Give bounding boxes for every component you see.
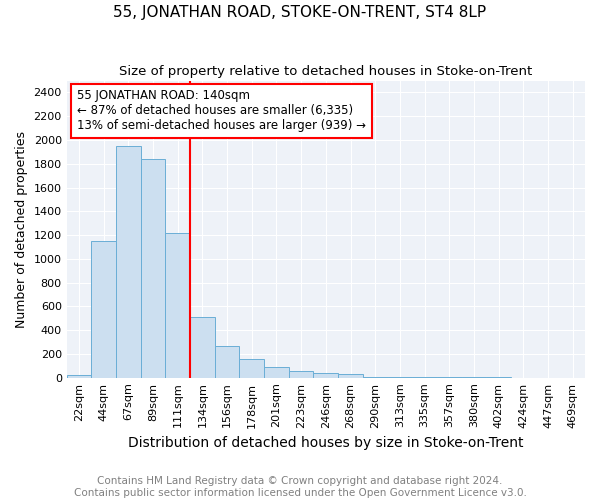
Bar: [239, 360, 264, 378]
Text: 55, JONATHAN ROAD, STOKE-ON-TRENT, ST4 8LP: 55, JONATHAN ROAD, STOKE-ON-TRENT, ST4 8…: [113, 5, 487, 20]
Bar: [67, 374, 91, 378]
Bar: [215, 346, 239, 378]
Bar: [313, 373, 338, 378]
Y-axis label: Number of detached properties: Number of detached properties: [15, 130, 28, 328]
Bar: [116, 146, 141, 378]
X-axis label: Distribution of detached houses by size in Stoke-on-Trent: Distribution of detached houses by size …: [128, 436, 524, 450]
Text: Contains HM Land Registry data © Crown copyright and database right 2024.
Contai: Contains HM Land Registry data © Crown c…: [74, 476, 526, 498]
Text: 55 JONATHAN ROAD: 140sqm
← 87% of detached houses are smaller (6,335)
13% of sem: 55 JONATHAN ROAD: 140sqm ← 87% of detach…: [77, 90, 366, 132]
Title: Size of property relative to detached houses in Stoke-on-Trent: Size of property relative to detached ho…: [119, 65, 532, 78]
Bar: [338, 374, 363, 378]
Bar: [289, 371, 313, 378]
Bar: [388, 377, 412, 378]
Bar: [363, 377, 388, 378]
Bar: [91, 241, 116, 378]
Bar: [166, 232, 190, 378]
Bar: [141, 159, 166, 378]
Bar: [190, 317, 215, 378]
Bar: [264, 367, 289, 378]
